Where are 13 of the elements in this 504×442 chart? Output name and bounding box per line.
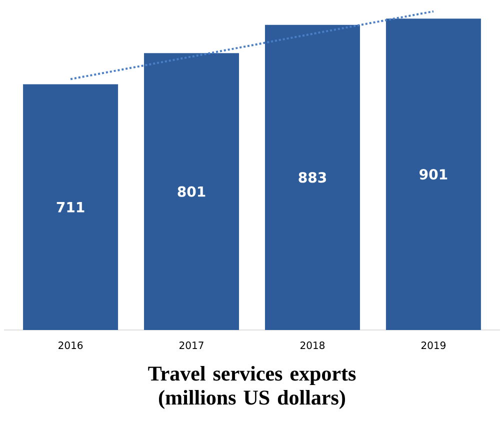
data-label: 883: [298, 172, 326, 183]
bar: [23, 84, 118, 330]
x-tick-label: 2016: [58, 342, 83, 350]
x-tick-label: 2019: [421, 342, 446, 350]
x-tick-label: 2017: [180, 342, 204, 350]
bar: [144, 53, 240, 330]
bar: [264, 24, 360, 330]
data-label: 801: [178, 186, 206, 197]
data-label: 711: [56, 202, 84, 212]
data-label: 901: [420, 169, 448, 180]
bar: [386, 18, 481, 330]
x-tick-label: 2018: [300, 342, 325, 350]
x-axis-title: Travel services exports (millions US dollars): [148, 366, 356, 409]
